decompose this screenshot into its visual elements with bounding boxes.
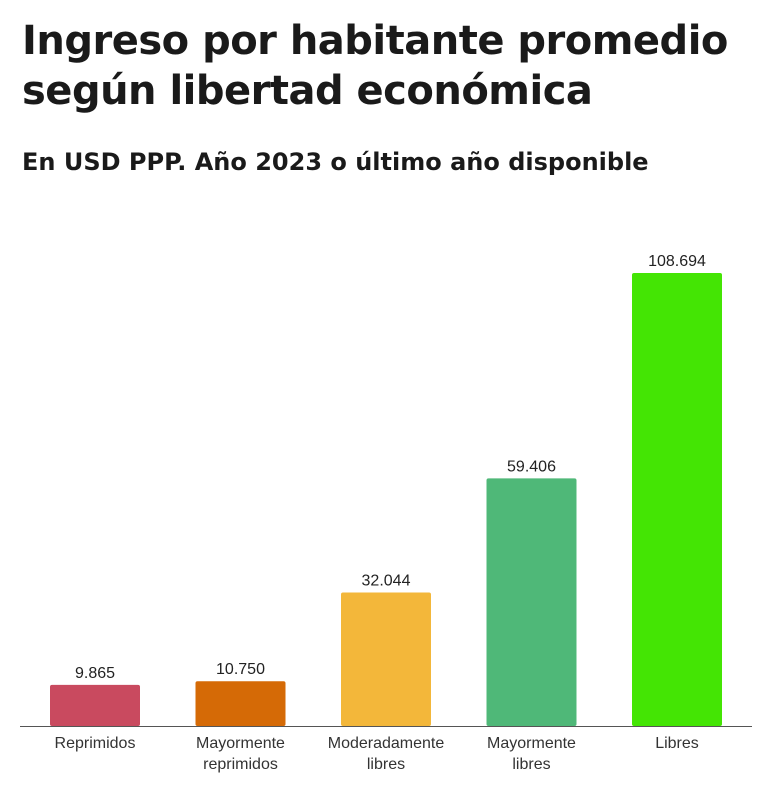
category-label: reprimidos (203, 756, 278, 773)
data-label: 10.750 (216, 661, 265, 678)
bar (50, 684, 140, 726)
category-label: libres (367, 756, 405, 773)
category-label: Reprimidos (55, 735, 136, 752)
data-label: 108.694 (648, 253, 706, 270)
data-label: 59.406 (507, 458, 556, 475)
data-label: 32.044 (362, 572, 411, 589)
category-label: Moderadamente (328, 735, 445, 752)
chart-title: Ingreso por habitante promedio según lib… (22, 18, 728, 114)
bar (632, 273, 722, 726)
bar (341, 592, 431, 726)
bar (195, 681, 286, 726)
category-label: Mayormente (196, 735, 285, 752)
data-label: 9.865 (75, 665, 115, 682)
category-label: Mayormente (487, 735, 576, 752)
bar (486, 478, 577, 726)
chart-subtitle: En USD PPP. Año 2023 o último año dispon… (22, 148, 649, 176)
category-label: Libres (655, 735, 699, 752)
category-label: libres (512, 756, 550, 773)
